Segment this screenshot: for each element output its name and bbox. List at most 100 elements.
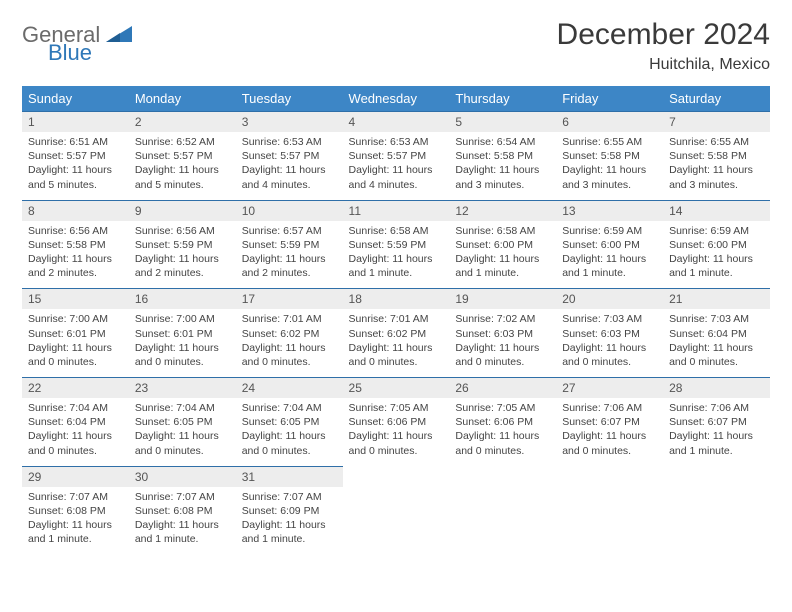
calendar-week-row: 22Sunrise: 7:04 AM Sunset: 6:04 PM Dayli…	[22, 378, 770, 467]
day-number: 18	[343, 289, 450, 309]
day-number: 22	[22, 378, 129, 398]
calendar-day-cell: 31Sunrise: 7:07 AM Sunset: 6:09 PM Dayli…	[236, 466, 343, 554]
day-number: 31	[236, 467, 343, 487]
day-number: 26	[449, 378, 556, 398]
day-number: 13	[556, 201, 663, 221]
calendar-day-cell: 23Sunrise: 7:04 AM Sunset: 6:05 PM Dayli…	[129, 378, 236, 467]
calendar-week-row: 29Sunrise: 7:07 AM Sunset: 6:08 PM Dayli…	[22, 466, 770, 554]
day-info: Sunrise: 7:01 AM Sunset: 6:02 PM Dayligh…	[343, 309, 450, 377]
calendar-day-cell: 26Sunrise: 7:05 AM Sunset: 6:06 PM Dayli…	[449, 378, 556, 467]
calendar-day-cell: 5Sunrise: 6:54 AM Sunset: 5:58 PM Daylig…	[449, 112, 556, 201]
day-number: 10	[236, 201, 343, 221]
day-info: Sunrise: 7:02 AM Sunset: 6:03 PM Dayligh…	[449, 309, 556, 377]
calendar-day-cell: 30Sunrise: 7:07 AM Sunset: 6:08 PM Dayli…	[129, 466, 236, 554]
day-info: Sunrise: 6:58 AM Sunset: 6:00 PM Dayligh…	[449, 221, 556, 289]
day-number: 15	[22, 289, 129, 309]
day-info: Sunrise: 6:59 AM Sunset: 6:00 PM Dayligh…	[556, 221, 663, 289]
day-number: 17	[236, 289, 343, 309]
day-number: 9	[129, 201, 236, 221]
day-info: Sunrise: 7:07 AM Sunset: 6:08 PM Dayligh…	[129, 487, 236, 555]
day-info: Sunrise: 7:03 AM Sunset: 6:04 PM Dayligh…	[663, 309, 770, 377]
day-number: 21	[663, 289, 770, 309]
month-title: December 2024	[557, 18, 770, 52]
weekday-header: Sunday	[22, 86, 129, 112]
day-number: 23	[129, 378, 236, 398]
day-info: Sunrise: 7:01 AM Sunset: 6:02 PM Dayligh…	[236, 309, 343, 377]
day-info: Sunrise: 6:55 AM Sunset: 5:58 PM Dayligh…	[556, 132, 663, 200]
calendar-day-cell: 19Sunrise: 7:02 AM Sunset: 6:03 PM Dayli…	[449, 289, 556, 378]
day-number: 30	[129, 467, 236, 487]
day-number: 19	[449, 289, 556, 309]
calendar-day-cell: 7Sunrise: 6:55 AM Sunset: 5:58 PM Daylig…	[663, 112, 770, 201]
calendar-day-cell: 8Sunrise: 6:56 AM Sunset: 5:58 PM Daylig…	[22, 200, 129, 289]
day-info: Sunrise: 7:04 AM Sunset: 6:05 PM Dayligh…	[129, 398, 236, 466]
calendar-day-cell: 25Sunrise: 7:05 AM Sunset: 6:06 PM Dayli…	[343, 378, 450, 467]
calendar-day-cell: 20Sunrise: 7:03 AM Sunset: 6:03 PM Dayli…	[556, 289, 663, 378]
calendar-day-cell: ..	[663, 466, 770, 554]
day-info: Sunrise: 6:55 AM Sunset: 5:58 PM Dayligh…	[663, 132, 770, 200]
day-info: Sunrise: 7:00 AM Sunset: 6:01 PM Dayligh…	[129, 309, 236, 377]
day-info: Sunrise: 7:07 AM Sunset: 6:08 PM Dayligh…	[22, 487, 129, 555]
calendar-day-cell: 13Sunrise: 6:59 AM Sunset: 6:00 PM Dayli…	[556, 200, 663, 289]
day-info: Sunrise: 6:53 AM Sunset: 5:57 PM Dayligh…	[236, 132, 343, 200]
day-number: 14	[663, 201, 770, 221]
day-info: Sunrise: 7:04 AM Sunset: 6:05 PM Dayligh…	[236, 398, 343, 466]
brand-triangle-icon	[106, 24, 132, 47]
day-number: 3	[236, 112, 343, 132]
day-info: Sunrise: 7:05 AM Sunset: 6:06 PM Dayligh…	[343, 398, 450, 466]
title-block: December 2024 Huitchila, Mexico	[557, 18, 770, 74]
calendar-day-cell: 27Sunrise: 7:06 AM Sunset: 6:07 PM Dayli…	[556, 378, 663, 467]
day-number: 24	[236, 378, 343, 398]
calendar-day-cell: 17Sunrise: 7:01 AM Sunset: 6:02 PM Dayli…	[236, 289, 343, 378]
day-number: 12	[449, 201, 556, 221]
calendar-day-cell: 6Sunrise: 6:55 AM Sunset: 5:58 PM Daylig…	[556, 112, 663, 201]
day-number: 6	[556, 112, 663, 132]
day-info: Sunrise: 6:56 AM Sunset: 5:58 PM Dayligh…	[22, 221, 129, 289]
day-number: 20	[556, 289, 663, 309]
calendar-header-row: SundayMondayTuesdayWednesdayThursdayFrid…	[22, 86, 770, 112]
header-bar: General December 2024 Huitchila, Mexico	[22, 18, 770, 74]
day-info: Sunrise: 7:00 AM Sunset: 6:01 PM Dayligh…	[22, 309, 129, 377]
day-info: Sunrise: 6:54 AM Sunset: 5:58 PM Dayligh…	[449, 132, 556, 200]
calendar-day-cell: 22Sunrise: 7:04 AM Sunset: 6:04 PM Dayli…	[22, 378, 129, 467]
day-info: Sunrise: 6:59 AM Sunset: 6:00 PM Dayligh…	[663, 221, 770, 289]
day-info: Sunrise: 7:06 AM Sunset: 6:07 PM Dayligh…	[663, 398, 770, 466]
calendar-day-cell: 1Sunrise: 6:51 AM Sunset: 5:57 PM Daylig…	[22, 112, 129, 201]
location-label: Huitchila, Mexico	[557, 56, 770, 74]
day-info: Sunrise: 6:51 AM Sunset: 5:57 PM Dayligh…	[22, 132, 129, 200]
day-number: 25	[343, 378, 450, 398]
day-number: 8	[22, 201, 129, 221]
calendar-day-cell: ..	[343, 466, 450, 554]
day-info: Sunrise: 7:03 AM Sunset: 6:03 PM Dayligh…	[556, 309, 663, 377]
calendar-day-cell: 9Sunrise: 6:56 AM Sunset: 5:59 PM Daylig…	[129, 200, 236, 289]
day-number: 27	[556, 378, 663, 398]
calendar-week-row: 15Sunrise: 7:00 AM Sunset: 6:01 PM Dayli…	[22, 289, 770, 378]
weekday-header: Tuesday	[236, 86, 343, 112]
calendar-day-cell: 3Sunrise: 6:53 AM Sunset: 5:57 PM Daylig…	[236, 112, 343, 201]
day-number: 1	[22, 112, 129, 132]
day-number: 2	[129, 112, 236, 132]
day-info: Sunrise: 6:56 AM Sunset: 5:59 PM Dayligh…	[129, 221, 236, 289]
calendar-day-cell: 10Sunrise: 6:57 AM Sunset: 5:59 PM Dayli…	[236, 200, 343, 289]
calendar-day-cell: 14Sunrise: 6:59 AM Sunset: 6:00 PM Dayli…	[663, 200, 770, 289]
weekday-header: Wednesday	[343, 86, 450, 112]
calendar-day-cell: 15Sunrise: 7:00 AM Sunset: 6:01 PM Dayli…	[22, 289, 129, 378]
day-number: 29	[22, 467, 129, 487]
day-info: Sunrise: 7:07 AM Sunset: 6:09 PM Dayligh…	[236, 487, 343, 555]
calendar-day-cell: 21Sunrise: 7:03 AM Sunset: 6:04 PM Dayli…	[663, 289, 770, 378]
calendar-body: 1Sunrise: 6:51 AM Sunset: 5:57 PM Daylig…	[22, 112, 770, 555]
day-info: Sunrise: 6:57 AM Sunset: 5:59 PM Dayligh…	[236, 221, 343, 289]
calendar-day-cell: 28Sunrise: 7:06 AM Sunset: 6:07 PM Dayli…	[663, 378, 770, 467]
calendar-day-cell: ..	[556, 466, 663, 554]
calendar-day-cell: 16Sunrise: 7:00 AM Sunset: 6:01 PM Dayli…	[129, 289, 236, 378]
day-number: 28	[663, 378, 770, 398]
day-number: 16	[129, 289, 236, 309]
weekday-header: Monday	[129, 86, 236, 112]
day-number: 11	[343, 201, 450, 221]
calendar-day-cell: 12Sunrise: 6:58 AM Sunset: 6:00 PM Dayli…	[449, 200, 556, 289]
calendar-day-cell: 29Sunrise: 7:07 AM Sunset: 6:08 PM Dayli…	[22, 466, 129, 554]
weekday-header: Friday	[556, 86, 663, 112]
calendar-table: SundayMondayTuesdayWednesdayThursdayFrid…	[22, 86, 770, 554]
day-info: Sunrise: 6:52 AM Sunset: 5:57 PM Dayligh…	[129, 132, 236, 200]
brand-word-2-wrap: Blue	[48, 40, 92, 66]
